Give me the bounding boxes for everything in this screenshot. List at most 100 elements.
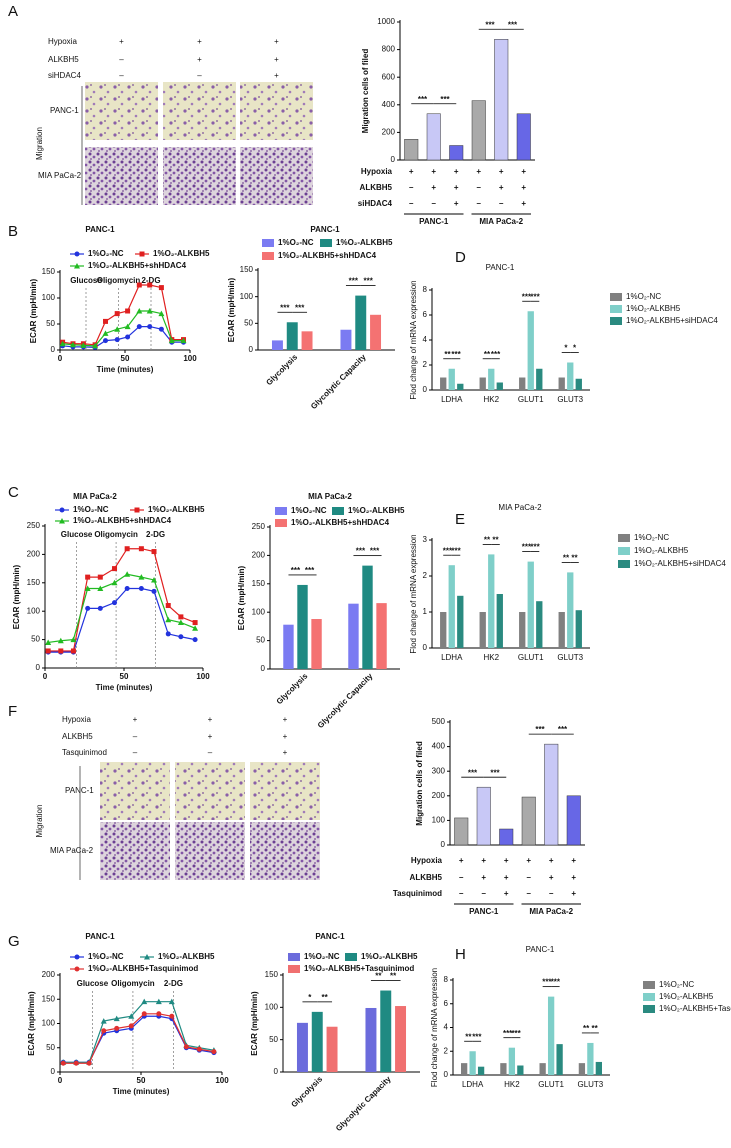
event-label: 2-DG (141, 276, 160, 285)
y-tick-label: 4 (423, 335, 428, 344)
condition-mark: + (431, 183, 436, 192)
bar (527, 561, 534, 648)
event-label: Glucose (61, 530, 93, 539)
group-label: PANC-1 (469, 907, 499, 916)
x-tick-label: GLUT3 (557, 653, 583, 662)
event-label: Glucose (77, 979, 109, 988)
series-line (48, 548, 196, 652)
significance-label: *** (363, 277, 373, 286)
x-tick-label: 0 (58, 1076, 63, 1085)
significance-label: *** (542, 978, 552, 987)
condition-label: Hypoxia (62, 715, 91, 724)
bar (370, 314, 382, 350)
condition-label: Hypoxia (411, 856, 443, 865)
marker (124, 546, 130, 552)
marker (136, 308, 143, 314)
significance-label: *** (530, 543, 540, 552)
legend-swatch (643, 993, 655, 1001)
series-line (62, 310, 184, 347)
condition-mark: + (454, 199, 459, 208)
y-tick-label: 1 (423, 607, 428, 616)
significance-label: *** (370, 547, 380, 556)
x-tick-label: Glycolysis (275, 671, 310, 706)
legend-label: 1%O₂-ALKBH5+shHDAC4 (278, 251, 377, 260)
significance-label: *** (490, 768, 500, 777)
legend-label: 1%O₂-NC (278, 238, 314, 247)
bar (362, 565, 373, 669)
event-label: Oligomycin (94, 530, 138, 539)
condition-mark: – (409, 199, 414, 208)
condition-mark: + (197, 37, 202, 46)
condition-mark: – (409, 183, 414, 192)
condition-mark: + (521, 167, 526, 176)
x-tick-label: HK2 (483, 395, 499, 404)
bar (311, 1011, 323, 1072)
significance-label: *** (508, 20, 518, 29)
y-tick-label: 0 (51, 345, 56, 354)
bar (558, 377, 565, 390)
marker (151, 549, 157, 555)
chart-title: PANC-1 (486, 263, 515, 272)
marker (124, 585, 130, 591)
bar (469, 1051, 476, 1075)
bar (449, 145, 464, 161)
marker (128, 1013, 135, 1019)
condition-mark: – (208, 748, 213, 757)
condition-label: ALKBH5 (410, 873, 443, 882)
marker (114, 337, 120, 343)
condition-mark: – (527, 889, 532, 898)
significance-label: *** (530, 292, 540, 301)
marker (80, 342, 87, 348)
y-tick-label: 4 (444, 1023, 449, 1032)
condition-mark: + (454, 167, 459, 176)
significance-label: ** (484, 350, 491, 359)
condition-mark: + (521, 183, 526, 192)
marker (59, 340, 66, 347)
y-tick-label: 0 (423, 643, 428, 652)
x-tick-label: GLUT1 (518, 395, 544, 404)
condition-label: Tasquinimod (393, 889, 442, 898)
chart-title: PANC-1 (526, 945, 555, 954)
legend-label: 1%O₂-ALKBH5+siHDAC4 (634, 559, 726, 568)
condition-mark: – (527, 873, 532, 882)
bar (283, 624, 294, 669)
marker (59, 518, 65, 524)
condition-mark: + (409, 167, 414, 176)
marker (111, 579, 118, 586)
y-tick-label: 3 (423, 535, 428, 544)
marker (70, 341, 76, 348)
y-axis-label: ECAR (mpH/min) (29, 278, 38, 343)
condition-mark: – (432, 199, 437, 208)
legend-swatch (262, 239, 274, 247)
condition-mark: + (521, 199, 526, 208)
x-tick-label: 0 (58, 354, 63, 363)
micrograph (175, 822, 245, 880)
y-axis-label: ECAR (mpH/min) (237, 565, 246, 630)
marker (156, 1011, 162, 1017)
marker (168, 998, 175, 1005)
significance-label: * (564, 344, 568, 353)
event-label: 2-DG (146, 530, 165, 539)
condition-mark: + (208, 732, 213, 741)
marker (103, 318, 108, 324)
y-tick-label: 300 (432, 766, 446, 775)
marker (165, 616, 172, 623)
y-tick-label: 6 (423, 310, 428, 319)
marker (124, 323, 131, 330)
significance-label: ** (390, 972, 397, 981)
condition-mark: + (454, 183, 459, 192)
bar (426, 113, 441, 161)
significance-label: *** (451, 546, 461, 555)
y-tick-label: 100 (42, 293, 56, 302)
marker (103, 338, 108, 344)
bar (521, 796, 536, 846)
significance-label: ** (492, 536, 499, 545)
legend-label: 1%O₂-ALKBH5 (361, 952, 418, 961)
legend-label: 1%O₂-ALKBH5 (659, 992, 714, 1001)
marker (86, 1060, 92, 1066)
bar (575, 378, 582, 390)
marker (125, 308, 131, 314)
legend-swatch (618, 534, 630, 542)
bar (365, 1007, 377, 1072)
significance-label: *** (295, 303, 305, 312)
